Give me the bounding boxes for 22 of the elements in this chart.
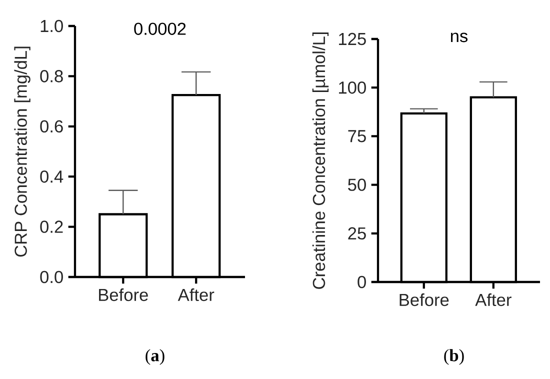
y-tick-label: 75 [348,130,366,142]
y-tick-label: 0.6 [40,120,63,133]
y-tick-label: 0.2 [40,220,63,233]
y-tick-label: 0.8 [40,70,63,82]
y-tick-label: 1.0 [40,20,63,32]
y-tick-label: 0.4 [40,170,64,183]
y-tick-label: 25 [348,227,366,240]
annotation: ns [451,32,468,42]
y-tick-label: 0.0 [40,270,63,284]
text: (b) [444,349,464,365]
y-axis-title: CRP Concentration [mg/dL] [14,46,30,257]
x-tick-label: Before [99,288,148,302]
text: (a) [146,349,164,365]
y-tick-label: 0 [358,276,366,288]
x-tick-label: After [178,288,214,302]
annotation: 0.0002 [134,22,186,35]
y-axis-title: Creatinine Concentration [µmol/L] [312,32,329,289]
x-tick-label: Before [400,293,449,306]
x-tick-label: After [475,293,512,306]
y-tick-label: 50 [348,178,366,191]
y-tick-label: 125 [339,32,366,46]
y-tick-label: 100 [339,81,366,94]
